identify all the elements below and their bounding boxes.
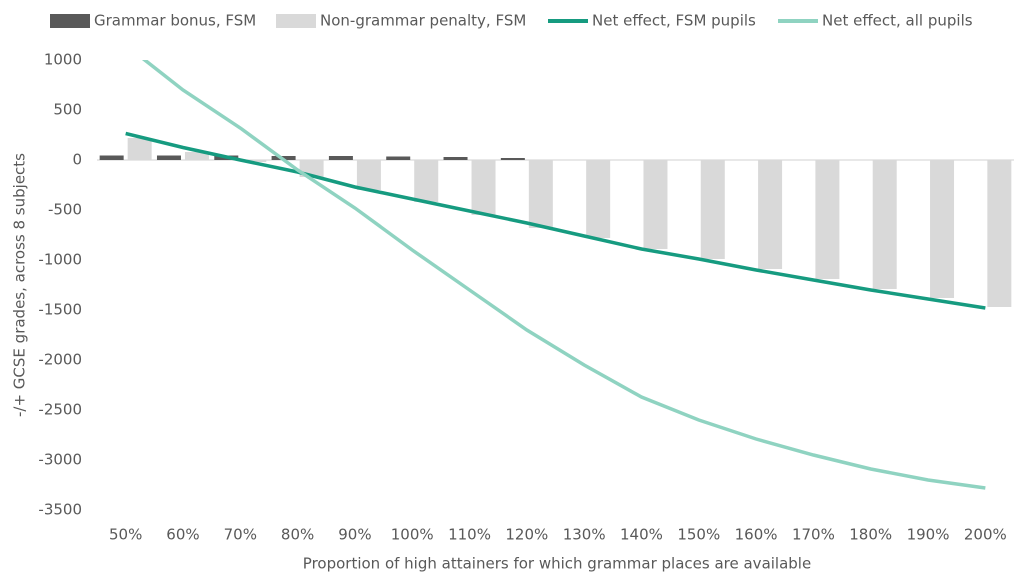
x-axis-label: Proportion of high attainers for which g… [303,555,811,573]
y-tick-label: -1500 [38,301,82,319]
x-tick-label: 110% [448,526,491,544]
x-tick-label: 90% [338,526,371,544]
y-tick-label: -2500 [38,401,82,419]
bar [872,160,897,289]
bar [156,155,181,160]
bar [414,160,439,202]
x-tick-label: 130% [563,526,606,544]
line [141,60,986,490]
bar [987,160,1012,307]
y-axis-label: -/+ GCSE grades, across 8 subjects [11,153,29,417]
bar [356,160,381,190]
x-tick-label: 150% [677,526,720,544]
x-tick-label: 60% [166,526,199,544]
x-tick-label: 80% [281,526,314,544]
x-tick-label: 50% [109,526,142,544]
y-tick-label: -3500 [38,501,82,519]
y-tick-label: -3000 [38,451,82,469]
y-tick-label: 0 [72,151,82,169]
bar [815,160,840,279]
x-tick-label: 70% [224,526,257,544]
legend-swatch [276,14,316,28]
legend-label: Grammar bonus, FSM [94,12,256,30]
x-tick-label: 140% [620,526,663,544]
bar [758,160,783,269]
y-tick-label: 1000 [44,51,82,69]
legend-label: Non-grammar penalty, FSM [320,12,526,30]
bar [184,152,209,160]
x-tick-label: 100% [391,526,434,544]
bar [586,160,611,238]
bar [500,158,525,160]
bar [930,160,955,298]
bar [386,156,411,160]
x-tick-label: 160% [735,526,778,544]
x-tick-label: 190% [907,526,950,544]
y-tick-label: -2000 [38,351,82,369]
bar [242,160,267,162]
bar [328,156,353,160]
bar [127,138,152,160]
bar [99,155,124,160]
y-tick-label: -500 [48,201,82,219]
y-tick-label: 500 [53,101,82,119]
bar [471,160,496,215]
x-tick-label: 120% [505,526,548,544]
line [125,131,986,310]
x-tick-label: 200% [964,526,1007,544]
x-tick-label: 180% [849,526,892,544]
bar [700,160,725,259]
bar [528,160,553,228]
legend-swatch [50,14,90,28]
bar [443,157,468,160]
bar [643,160,668,249]
y-tick-label: -1000 [38,251,82,269]
x-tick-label: 170% [792,526,835,544]
legend-label: Net effect, all pupils [822,12,973,30]
legend-label: Net effect, FSM pupils [592,12,756,30]
